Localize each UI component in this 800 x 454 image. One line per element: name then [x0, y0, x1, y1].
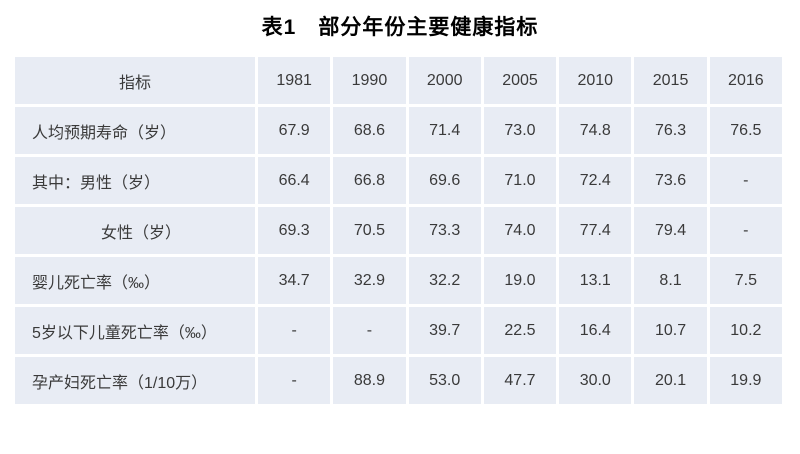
document-page: 表1 部分年份主要健康指标 指标 1981 1990 2000 2005 2010 2015… [0, 14, 800, 454]
row-label: 女性（岁） [15, 207, 255, 254]
value-cell: 39.7 [408, 307, 481, 354]
health-indicators-table: 指标 1981 1990 2000 2005 2010 2015 2016 人均预期寿命（岁）… [12, 54, 785, 407]
value-cell: 76.5 [709, 107, 782, 154]
row-label: 5岁以下儿童死亡率（‰） [15, 307, 255, 354]
value-cell: 88.9 [333, 357, 406, 404]
value-cell: 13.1 [559, 257, 632, 304]
value-cell: 70.5 [333, 207, 406, 254]
value-cell: 69.3 [258, 207, 331, 254]
value-cell: 74.8 [559, 107, 632, 154]
value-cell: 32.2 [408, 257, 481, 304]
year-column-header: 2016 [709, 57, 782, 104]
value-cell: 76.3 [634, 107, 707, 154]
value-cell: 47.7 [483, 357, 557, 404]
year-column-header: 2005 [483, 57, 557, 104]
row-label: 孕产妇死亡率（1/10万） [15, 357, 255, 404]
value-cell: 68.6 [333, 107, 406, 154]
value-cell: 73.0 [483, 107, 557, 154]
row-label: 婴儿死亡率（‰） [15, 257, 255, 304]
value-cell: - [258, 307, 331, 354]
value-cell: 30.0 [559, 357, 632, 404]
value-cell: 7.5 [709, 257, 782, 304]
table-row: 婴儿死亡率（‰） 34.7 32.9 32.2 19.0 13.1 8.1 7.5 [15, 257, 782, 304]
year-column-header: 1981 [258, 57, 331, 104]
value-cell: 16.4 [559, 307, 632, 354]
table-row: 5岁以下儿童死亡率（‰） - -39.7 22.5 16.4 10.7 10.2 [15, 307, 782, 354]
value-cell: 67.9 [258, 107, 331, 154]
header-row: 指标 1981 1990 2000 2005 2010 2015 2016 [15, 57, 782, 104]
year-column-header: 2015 [634, 57, 707, 104]
value-cell: 10.2 [709, 307, 782, 354]
value-cell: 73.3 [408, 207, 481, 254]
value-cell: 8.1 [634, 257, 707, 304]
value-cell: 72.4 [559, 157, 632, 204]
table-row: 人均预期寿命（岁） 67.9 68.6 71.4 73.0 74.8 76.3 76.5 [15, 107, 782, 154]
value-cell: 71.4 [408, 107, 481, 154]
value-cell: - [709, 157, 782, 204]
value-cell: 66.4 [258, 157, 331, 204]
value-cell: - [258, 357, 331, 404]
row-label: 人均预期寿命（岁） [15, 107, 255, 154]
year-column-header: 1990 [333, 57, 406, 104]
table-title: 表1 部分年份主要健康指标 [261, 16, 539, 39]
indicator-column-header: 指标 [15, 57, 255, 104]
value-cell: 19.9 [709, 357, 782, 404]
value-cell: 19.0 [483, 257, 557, 304]
value-cell: 20.1 [634, 357, 707, 404]
value-cell: 53.0 [408, 357, 481, 404]
year-column-header: 2010 [559, 57, 632, 104]
value-cell: 71.0 [483, 157, 557, 204]
table-row: 孕产妇死亡率（1/10万） -88.9 53.0 47.7 30.0 20.1 19.9 [15, 357, 782, 404]
year-column-header: 2000 [408, 57, 481, 104]
value-cell: - [333, 307, 406, 354]
value-cell: 66.8 [333, 157, 406, 204]
value-cell: 10.7 [634, 307, 707, 354]
value-cell: 74.0 [483, 207, 557, 254]
value-cell: 77.4 [559, 207, 632, 254]
table-row: 其中：男性（岁） 66.4 66.8 69.6 71.0 72.4 73.6- [15, 157, 782, 204]
value-cell: 34.7 [258, 257, 331, 304]
value-cell: 32.9 [333, 257, 406, 304]
row-label: 其中：男性（岁） [15, 157, 255, 204]
value-cell: 69.6 [408, 157, 481, 204]
value-cell: 22.5 [483, 307, 557, 354]
value-cell: - [709, 207, 782, 254]
value-cell: 79.4 [634, 207, 707, 254]
table-row: 女性（岁） 69.3 70.5 73.3 74.0 77.4 79.4- [15, 207, 782, 254]
value-cell: 73.6 [634, 157, 707, 204]
